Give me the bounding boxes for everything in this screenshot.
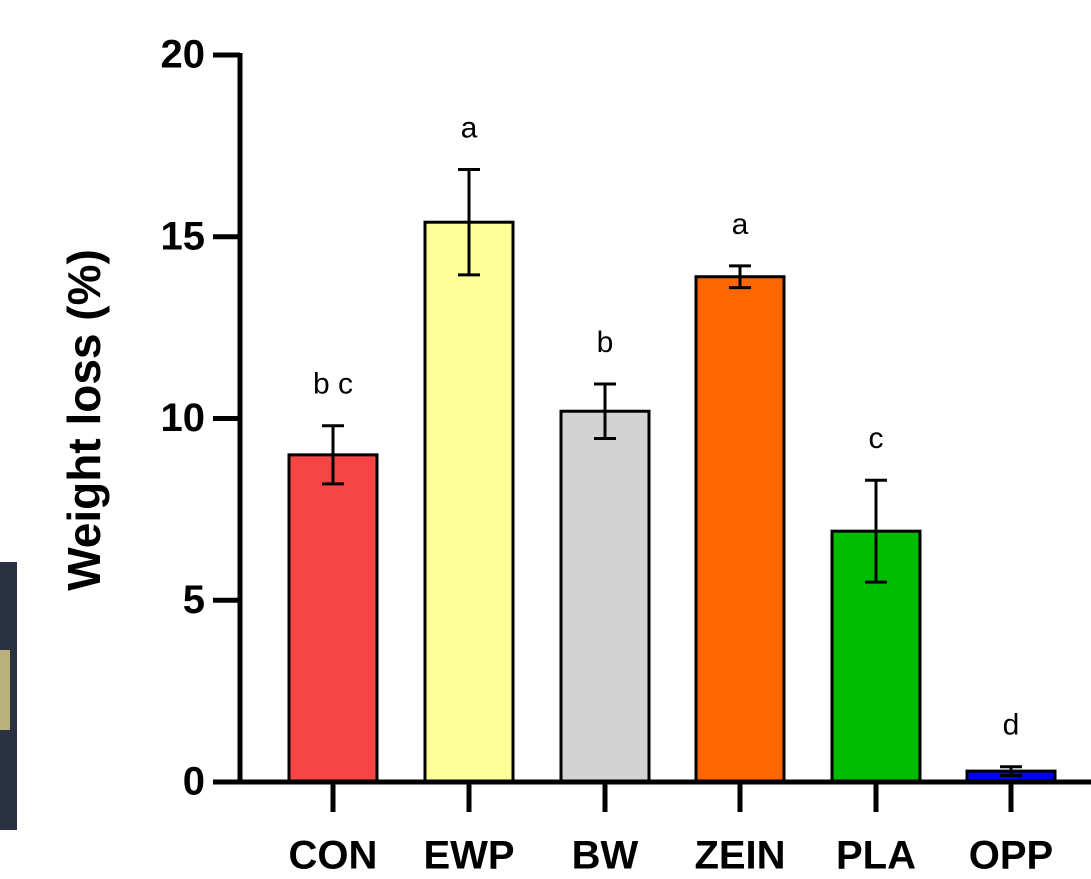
- photo-fragment-detail: [0, 650, 10, 730]
- x-tick-label: EWP: [423, 834, 514, 878]
- bar: [694, 275, 786, 784]
- significance-label: c: [869, 422, 884, 455]
- significance-label: d: [1003, 709, 1020, 742]
- x-tick-label: PLA: [836, 834, 916, 878]
- y-tick-label: 15: [161, 214, 206, 258]
- y-tick-label: 0: [183, 760, 205, 804]
- significance-label: b c: [313, 368, 353, 401]
- bar: [559, 409, 651, 784]
- y-axis-label: Weight loss (%): [58, 249, 110, 591]
- bar: [287, 453, 379, 784]
- y-tick-label: 10: [161, 396, 206, 440]
- significance-label: b: [597, 326, 614, 359]
- significance-label: a: [461, 111, 478, 144]
- bar: [423, 220, 515, 784]
- x-tick-label: BW: [572, 834, 639, 878]
- y-tick-label: 20: [161, 33, 206, 77]
- x-tick-label: OPP: [969, 834, 1053, 878]
- x-tick-label: CON: [289, 834, 378, 878]
- significance-label: a: [732, 208, 749, 241]
- x-tick-label: ZEIN: [694, 834, 785, 878]
- y-tick-label: 5: [183, 578, 205, 622]
